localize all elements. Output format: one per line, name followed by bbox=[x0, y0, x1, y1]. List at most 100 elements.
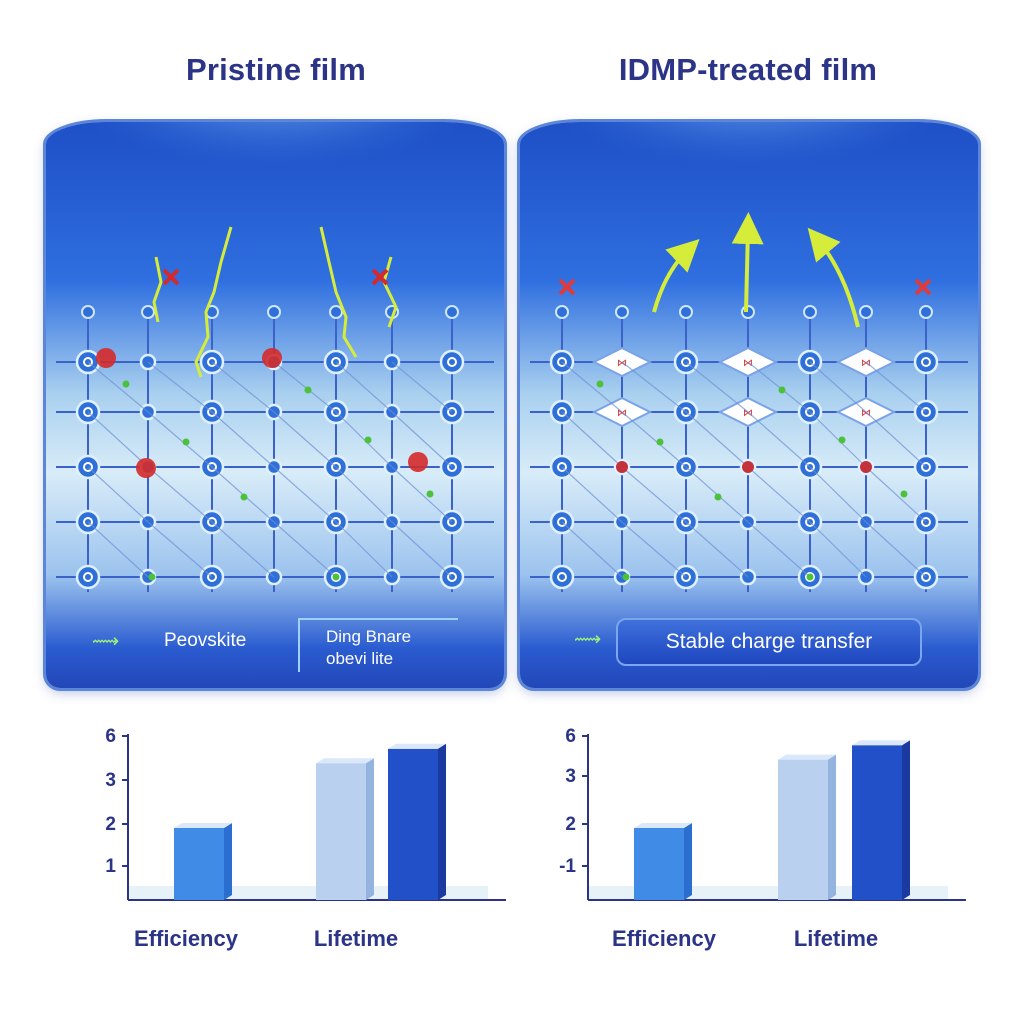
lattice-bond bbox=[391, 521, 453, 578]
lattice-bond bbox=[747, 361, 811, 413]
stable-charge-transfer-label: Stable charge transfer bbox=[616, 618, 922, 666]
legend-arrow-icon: ⟿ bbox=[574, 629, 602, 650]
ion-marker bbox=[122, 380, 130, 388]
lattice-node-core bbox=[83, 357, 93, 367]
lattice-node-core bbox=[447, 517, 457, 527]
lattice-node bbox=[75, 564, 101, 590]
lattice-bond bbox=[621, 411, 687, 468]
lattice-bond bbox=[561, 361, 623, 413]
lattice-bond bbox=[391, 466, 453, 523]
lattice-node bbox=[913, 349, 939, 375]
lattice-bond bbox=[809, 411, 867, 468]
passivated-lattice: ⋈ ⋈ ⋈ ⋈ ⋈ ⋈ bbox=[530, 305, 968, 592]
charge-path-zigzag bbox=[152, 226, 398, 378]
lattice-node-core bbox=[681, 517, 691, 527]
ion-marker bbox=[148, 573, 156, 581]
ion-marker bbox=[838, 436, 846, 444]
lattice-node-core bbox=[207, 407, 217, 417]
lattice-node-core bbox=[83, 572, 93, 582]
lattice-node-core bbox=[207, 517, 217, 527]
category-label-lifetime: Lifetime bbox=[313, 926, 399, 951]
lattice-node bbox=[919, 305, 933, 319]
lattice-node-core bbox=[921, 572, 931, 582]
lattice-bond bbox=[87, 466, 149, 523]
lattice-node bbox=[445, 305, 459, 319]
ion-marker bbox=[806, 573, 814, 581]
category-label-efficiency: Efficiency bbox=[134, 926, 238, 951]
lattice-node-core bbox=[557, 517, 567, 527]
lattice-node-core bbox=[207, 357, 217, 367]
y-tick-label: 2 bbox=[565, 814, 576, 835]
lattice-node-core bbox=[331, 407, 341, 417]
lattice-node bbox=[439, 349, 465, 375]
bar bbox=[174, 828, 224, 900]
idmp-lattice-diagram: ⋈ ⋈ ⋈ ⋈ ⋈ ⋈ bbox=[530, 122, 968, 592]
y-tick-label: 2 bbox=[105, 814, 116, 835]
category-label-lifetime: Lifetime bbox=[793, 926, 879, 951]
bar bbox=[388, 748, 438, 900]
lattice-bond bbox=[865, 521, 927, 578]
lattice-bond bbox=[561, 411, 623, 468]
lattice-bond bbox=[211, 521, 275, 578]
ion-marker bbox=[714, 493, 722, 501]
bar bbox=[634, 828, 684, 900]
lattice-bond bbox=[87, 411, 149, 468]
ion-marker bbox=[778, 386, 786, 394]
bar-side bbox=[438, 743, 446, 900]
lattice-node-core bbox=[447, 462, 457, 472]
lattice-bond bbox=[809, 466, 867, 523]
lattice-node bbox=[555, 305, 569, 319]
lattice-node-core bbox=[921, 462, 931, 472]
y-tick-label: 6 bbox=[105, 726, 116, 747]
y-tick-label: -1 bbox=[559, 856, 576, 877]
lattice-bond bbox=[147, 521, 213, 578]
lattice-bond bbox=[147, 411, 213, 468]
lattice-bond bbox=[865, 361, 927, 413]
y-tick-label: 3 bbox=[565, 766, 576, 787]
lattice-node-core bbox=[557, 357, 567, 367]
passivation-molecule-mark: ⋈ bbox=[861, 358, 871, 369]
ion-marker bbox=[240, 493, 248, 501]
defect-site bbox=[136, 458, 156, 478]
lattice-node bbox=[267, 305, 281, 319]
lattice-bond bbox=[561, 521, 623, 578]
ion-marker bbox=[426, 490, 434, 498]
idmp-bar-chart: -1 2 3 6 bbox=[559, 726, 966, 901]
ion-marker bbox=[900, 490, 908, 498]
lattice-bond bbox=[211, 361, 275, 413]
lattice-bond bbox=[621, 361, 687, 413]
lattice-node bbox=[81, 305, 95, 319]
bar-side bbox=[828, 754, 836, 900]
y-tick-label: 1 bbox=[105, 856, 116, 877]
lattice-node-core bbox=[331, 462, 341, 472]
lattice-node-core bbox=[681, 407, 691, 417]
idmp-film-panel: ⋈ ⋈ ⋈ ⋈ ⋈ ⋈ ⟿ Stable charge transfer bbox=[520, 122, 978, 688]
lattice-bond bbox=[621, 521, 687, 578]
lattice-bond bbox=[747, 411, 811, 468]
bar bbox=[778, 759, 828, 900]
lattice-node-core bbox=[83, 517, 93, 527]
defect-label-line1: Ding Bnare bbox=[326, 627, 412, 646]
ion-marker bbox=[596, 380, 604, 388]
bar-top bbox=[778, 754, 836, 760]
lattice-node bbox=[549, 564, 575, 590]
lattice-node-core bbox=[557, 407, 567, 417]
lattice-bond bbox=[147, 466, 213, 523]
lattice-node-core bbox=[83, 462, 93, 472]
lattice-bond bbox=[335, 466, 393, 523]
ion-marker bbox=[622, 573, 630, 581]
lattice-bond bbox=[273, 411, 337, 468]
passivation-molecule-mark: ⋈ bbox=[617, 358, 627, 369]
lattice-node bbox=[615, 305, 629, 319]
pristine-film-title: Pristine film bbox=[185, 52, 367, 87]
passivation-molecule-mark: ⋈ bbox=[743, 358, 753, 369]
bar-side bbox=[902, 740, 910, 900]
lattice-bond bbox=[147, 361, 213, 413]
lattice-node-core bbox=[681, 357, 691, 367]
lattice-bond bbox=[809, 361, 867, 413]
lattice-bond bbox=[865, 466, 927, 523]
defect-site bbox=[742, 461, 754, 473]
bar-side bbox=[224, 823, 232, 900]
category-label-efficiency: Efficiency bbox=[612, 926, 716, 951]
ion-marker bbox=[304, 386, 312, 394]
